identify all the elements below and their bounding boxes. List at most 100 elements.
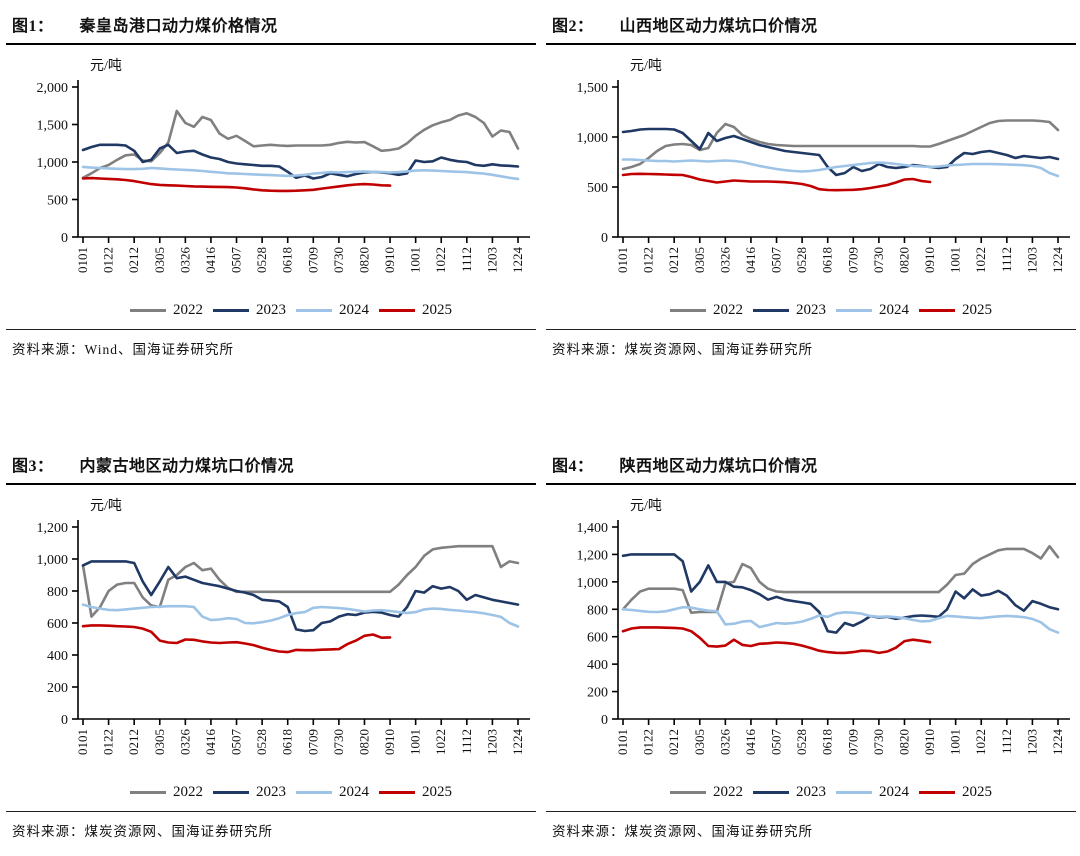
legend-item-2023: 2023 xyxy=(753,784,826,801)
figure-title-text: 内蒙古地区动力煤坑口价情况 xyxy=(79,458,295,475)
figure-panel-2: 图2： 山西地区动力煤坑口价情况 元/吨 0 500 1,000 1,500 0101 01… xyxy=(546,6,1076,358)
legend-item-2024: 2024 xyxy=(296,302,369,319)
y-tick-label: 1,000 xyxy=(577,576,609,591)
series-line-2025 xyxy=(621,626,932,655)
axes: 0 200 400 600 800 1,000 1,200 1,400 0101 0122 0212… xyxy=(577,520,1070,756)
x-tick-label: 0507 xyxy=(229,247,244,274)
x-tick-label: 0122 xyxy=(641,247,656,273)
divider xyxy=(6,811,536,812)
line-chart-shaanxi-pithead-price: 0 200 400 600 800 1,000 1,200 1,400 0101 0122 0212… xyxy=(556,515,1076,784)
legend-swatch xyxy=(213,309,249,312)
legend-label: 2023 xyxy=(796,302,826,318)
x-tick-label: 1022 xyxy=(973,729,988,755)
x-tick-label: 0528 xyxy=(254,729,269,755)
series-line-2024 xyxy=(81,603,520,628)
legend-swatch xyxy=(296,791,332,794)
legend-swatch xyxy=(836,309,872,312)
series-line-2023 xyxy=(81,560,520,633)
series-line-2022 xyxy=(621,544,1060,614)
legend-swatch xyxy=(919,309,955,312)
divider xyxy=(546,811,1076,812)
x-tick-label: 0709 xyxy=(305,247,320,273)
chart-legend: 2022 2023 2024 2025 xyxy=(46,784,536,801)
figure-number: 图3： xyxy=(12,458,54,475)
x-tick-label: 0507 xyxy=(769,247,784,274)
x-tick-label: 1022 xyxy=(433,729,448,755)
legend-swatch xyxy=(379,309,415,312)
x-tick-label: 0820 xyxy=(356,247,371,273)
axes: 0 500 1,000 1,500 2,000 0101 0122 0212 0305 0326 0… xyxy=(37,80,530,274)
y-tick-label: 800 xyxy=(587,603,608,618)
x-tick-label: 0709 xyxy=(845,729,860,755)
x-tick-label: 0212 xyxy=(666,729,681,755)
x-tick-label: 0730 xyxy=(331,247,346,273)
legend-swatch xyxy=(836,791,872,794)
figure-panel-1: 图1： 秦皇岛港口动力煤价格情况 元/吨 0 500 1,000 1,500 2,000 0… xyxy=(6,6,536,358)
x-tick-label: 1112 xyxy=(999,729,1014,754)
y-axis-unit-label: 元/吨 xyxy=(630,499,662,514)
figure-number: 图1： xyxy=(12,18,54,35)
x-tick-label: 1001 xyxy=(408,729,423,755)
x-tick-label: 0910 xyxy=(922,247,937,273)
divider xyxy=(546,329,1076,330)
source-note: 资料来源：煤炭资源网、国海证券研究所 xyxy=(12,824,273,839)
figure-title-text: 山西地区动力煤坑口价情况 xyxy=(619,18,818,35)
x-tick-label: 1224 xyxy=(1050,729,1065,756)
x-tick-label: 0528 xyxy=(794,247,809,273)
line-chart-inner-mongolia-pithead-price: 0 200 400 600 800 1,000 1,200 0101 0122 0212 0305 0… xyxy=(16,515,536,784)
y-tick-label: 1,200 xyxy=(37,521,69,536)
x-tick-label: 0910 xyxy=(382,729,397,755)
legend-label: 2024 xyxy=(339,302,369,318)
x-tick-label: 0618 xyxy=(820,247,835,273)
x-tick-label: 0326 xyxy=(717,247,732,274)
chart-canvas: 0 500 1,000 1,500 0101 0122 0212 0305 0326 0416 05… xyxy=(577,80,1070,274)
y-tick-label: 1,500 xyxy=(577,81,609,96)
x-tick-label: 0305 xyxy=(692,247,707,273)
y-tick-label: 1,200 xyxy=(577,548,609,563)
legend-swatch xyxy=(130,791,166,794)
x-tick-label: 0101 xyxy=(75,729,90,755)
legend-label: 2025 xyxy=(962,784,992,800)
series-line-2022 xyxy=(621,119,1060,171)
legend-item-2024: 2024 xyxy=(836,784,909,801)
x-tick-label: 0416 xyxy=(203,729,218,756)
x-tick-label: 0101 xyxy=(615,729,630,755)
x-tick-label: 0618 xyxy=(820,729,835,755)
series-line-2025 xyxy=(81,624,392,654)
legend-item-2022: 2022 xyxy=(670,302,743,319)
y-axis-unit-label: 元/吨 xyxy=(90,499,122,514)
legend-label: 2022 xyxy=(713,784,743,800)
figure-title: 图4： 陕西地区动力煤坑口价情况 xyxy=(546,446,1076,485)
legend-label: 2025 xyxy=(962,302,992,318)
x-tick-label: 0618 xyxy=(280,729,295,755)
legend-swatch xyxy=(379,791,415,794)
chart-legend: 2022 2023 2024 2025 xyxy=(586,302,1076,319)
x-tick-label: 0528 xyxy=(794,729,809,755)
axes: 0 500 1,000 1,500 0101 0122 0212 0305 0326 0416 05… xyxy=(577,80,1070,274)
y-tick-label: 200 xyxy=(47,681,68,696)
figure-title-text: 陕西地区动力煤坑口价情况 xyxy=(619,458,818,475)
source-note: 资料来源：煤炭资源网、国海证券研究所 xyxy=(552,342,813,357)
x-tick-label: 0416 xyxy=(203,247,218,274)
legend-item-2022: 2022 xyxy=(670,784,743,801)
y-tick-label: 1,000 xyxy=(577,131,609,146)
y-tick-label: 1,500 xyxy=(37,119,69,134)
legend-item-2024: 2024 xyxy=(296,784,369,801)
x-tick-label: 0305 xyxy=(152,247,167,273)
line-chart-qinhuangdao-price: 0 500 1,000 1,500 2,000 0101 0122 0212 0305 0326 0… xyxy=(16,75,536,302)
x-tick-label: 0730 xyxy=(871,247,886,273)
legend-item-2025: 2025 xyxy=(379,302,452,319)
series-line-2023 xyxy=(621,553,1060,634)
x-tick-label: 1001 xyxy=(948,729,963,755)
x-tick-label: 0709 xyxy=(305,729,320,755)
legend-item-2023: 2023 xyxy=(213,302,286,319)
legend-item-2023: 2023 xyxy=(213,784,286,801)
x-tick-label: 1022 xyxy=(973,247,988,273)
legend-swatch xyxy=(670,309,706,312)
y-tick-label: 1,400 xyxy=(577,521,609,536)
legend-label: 2025 xyxy=(422,784,452,800)
legend-swatch xyxy=(670,791,706,794)
y-tick-label: 400 xyxy=(47,649,68,664)
legend-label: 2023 xyxy=(256,784,286,800)
x-tick-label: 0820 xyxy=(356,729,371,755)
